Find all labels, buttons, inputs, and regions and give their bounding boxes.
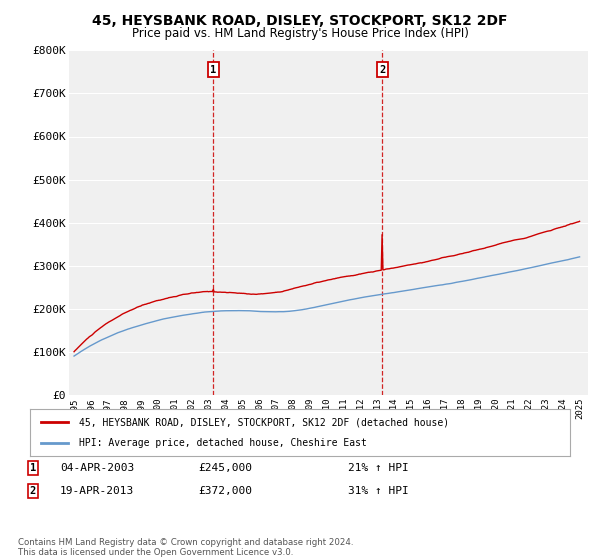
Text: £372,000: £372,000: [198, 486, 252, 496]
Text: 21% ↑ HPI: 21% ↑ HPI: [348, 463, 409, 473]
Text: 04-APR-2003: 04-APR-2003: [60, 463, 134, 473]
Text: HPI: Average price, detached house, Cheshire East: HPI: Average price, detached house, Ches…: [79, 438, 367, 448]
Text: 1: 1: [30, 463, 36, 473]
Text: £245,000: £245,000: [198, 463, 252, 473]
Text: 45, HEYSBANK ROAD, DISLEY, STOCKPORT, SK12 2DF (detached house): 45, HEYSBANK ROAD, DISLEY, STOCKPORT, SK…: [79, 417, 449, 427]
Text: 1: 1: [210, 65, 217, 75]
Text: 2: 2: [379, 65, 386, 75]
Text: 45, HEYSBANK ROAD, DISLEY, STOCKPORT, SK12 2DF: 45, HEYSBANK ROAD, DISLEY, STOCKPORT, SK…: [92, 14, 508, 28]
Text: 31% ↑ HPI: 31% ↑ HPI: [348, 486, 409, 496]
Text: 2: 2: [30, 486, 36, 496]
Text: Contains HM Land Registry data © Crown copyright and database right 2024.
This d: Contains HM Land Registry data © Crown c…: [18, 538, 353, 557]
Text: Price paid vs. HM Land Registry's House Price Index (HPI): Price paid vs. HM Land Registry's House …: [131, 27, 469, 40]
Text: 19-APR-2013: 19-APR-2013: [60, 486, 134, 496]
